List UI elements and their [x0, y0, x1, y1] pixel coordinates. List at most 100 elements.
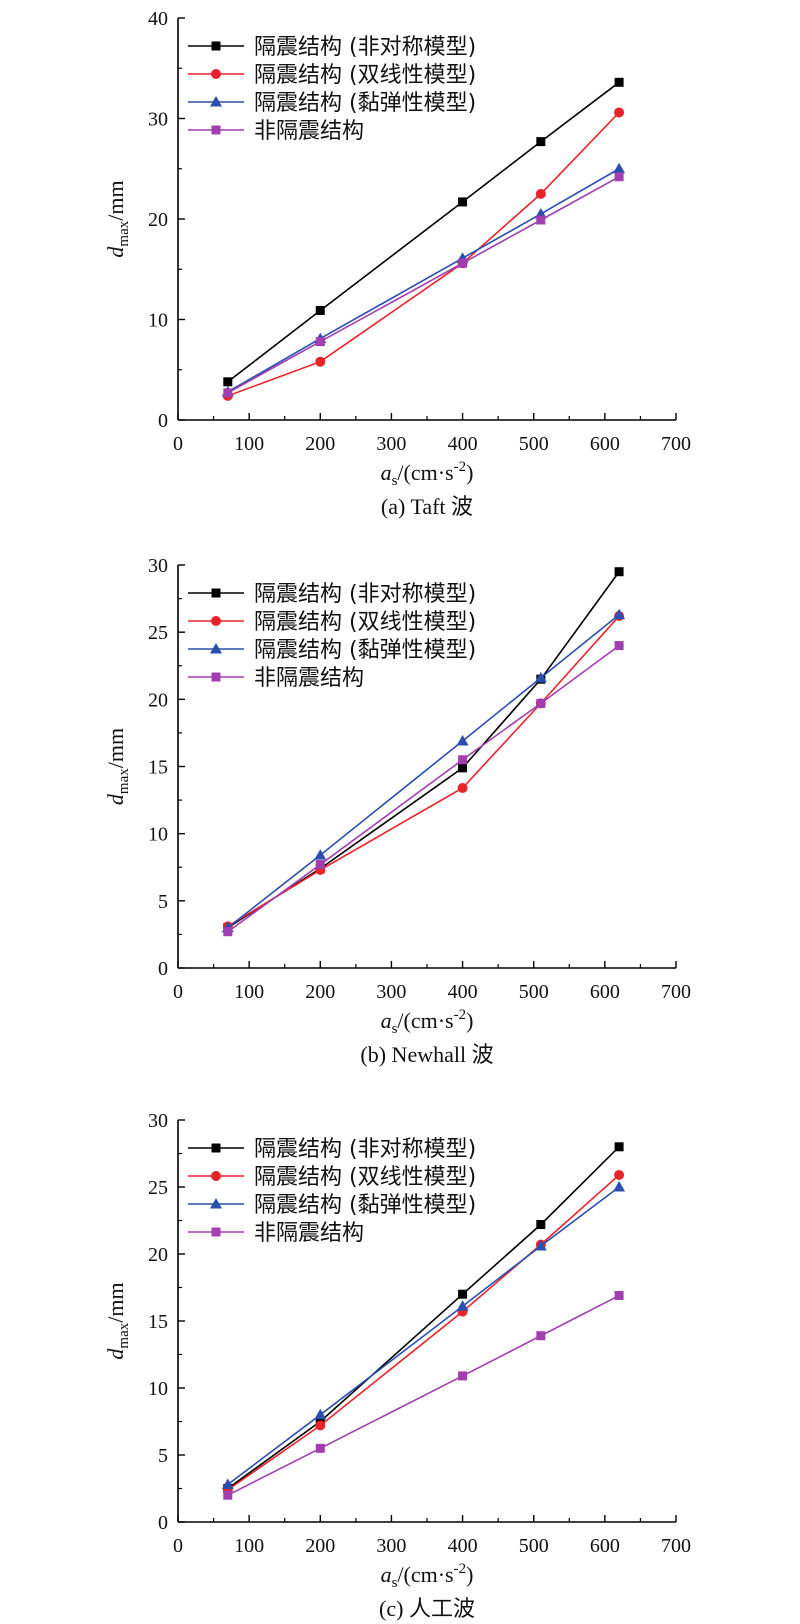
- x-tick-label: 0: [173, 433, 183, 455]
- data-point-series-2: [614, 107, 625, 118]
- legend-marker: [211, 672, 221, 682]
- data-point-series-2: [614, 1169, 625, 1180]
- x-tick-label: 500: [519, 981, 549, 1003]
- x-axis-label: as/(cm·s-2): [381, 459, 474, 489]
- legend-label: 隔震结构 (非对称模型): [254, 582, 476, 607]
- data-point-series-4: [458, 258, 468, 268]
- y-tick-label: 0: [158, 1512, 168, 1534]
- y-tick-label: 15: [148, 757, 168, 779]
- data-point-series-3: [456, 734, 469, 746]
- x-tick-label: 200: [305, 981, 335, 1003]
- legend-label: 隔震结构 (黏弹性模型): [254, 91, 476, 116]
- panel-caption: (a) Taft 波: [381, 494, 473, 519]
- data-point-series-1: [536, 137, 546, 147]
- legend-label: 隔震结构 (双线性模型): [254, 63, 476, 88]
- data-point-series-3: [314, 849, 327, 860]
- data-point-series-4: [614, 641, 624, 651]
- y-tick-label: 20: [148, 1244, 168, 1266]
- data-point-series-4: [458, 755, 468, 765]
- panel-caption: (b) Newhall 波: [360, 1042, 493, 1067]
- y-axis-label: dmax/mm: [103, 728, 132, 805]
- data-point-series-1: [536, 1220, 546, 1230]
- legend-marker: [211, 125, 221, 135]
- data-point-series-1: [458, 763, 468, 773]
- data-point-series-2: [315, 356, 326, 367]
- x-axis-label: as/(cm·s-2): [381, 1561, 474, 1591]
- data-point-series-3: [613, 608, 626, 620]
- legend-marker: [211, 1227, 221, 1237]
- y-tick-label: 10: [148, 1378, 168, 1400]
- x-tick-label: 700: [661, 1535, 691, 1557]
- data-point-series-4: [223, 927, 233, 937]
- panel-2: 0 100 200 300 400 500 600 700 0 5 10 15 20 25 30 as/(cm…: [103, 555, 691, 1067]
- legend-label: 非隔震结构: [254, 119, 364, 144]
- x-tick-label: 600: [590, 981, 620, 1003]
- x-tick-label: 400: [448, 433, 478, 455]
- y-tick-label: 20: [148, 689, 168, 711]
- data-point-series-3: [613, 162, 626, 174]
- data-point-series-4: [536, 698, 546, 708]
- x-tick-label: 500: [519, 433, 549, 455]
- data-point-series-4: [315, 860, 325, 870]
- legend-marker: [210, 1198, 222, 1209]
- y-tick-label: 20: [148, 209, 168, 231]
- data-point-series-1: [614, 1142, 624, 1152]
- x-tick-label: 500: [519, 1535, 549, 1557]
- y-tick-label: 5: [158, 1445, 168, 1467]
- y-tick-label: 30: [148, 1110, 168, 1132]
- data-point-series-4: [315, 337, 325, 347]
- series-line-4: [227, 1294, 620, 1496]
- legend-marker: [211, 588, 221, 598]
- x-tick-label: 0: [173, 1535, 183, 1557]
- data-point-series-2: [457, 782, 468, 793]
- y-tick-label: 30: [148, 555, 168, 577]
- x-tick-label: 300: [376, 433, 406, 455]
- legend-marker: [211, 69, 221, 79]
- legend-marker: [210, 96, 222, 107]
- data-point-series-4: [614, 172, 624, 182]
- legend-marker: [211, 41, 221, 51]
- x-tick-label: 100: [234, 1535, 264, 1557]
- x-tick-label: 700: [661, 981, 691, 1003]
- legend-marker: [211, 1143, 221, 1153]
- legend-label: 隔震结构 (双线性模型): [254, 1165, 476, 1190]
- x-tick-label: 300: [376, 981, 406, 1003]
- y-tick-label: 25: [148, 1177, 168, 1199]
- x-tick-label: 100: [234, 981, 264, 1003]
- data-point-series-1: [614, 77, 624, 87]
- legend-label: 隔震结构 (黏弹性模型): [254, 638, 476, 663]
- legend-label: 隔震结构 (非对称模型): [254, 1137, 476, 1162]
- y-tick-label: 40: [148, 8, 168, 30]
- data-point-series-3: [613, 1181, 626, 1192]
- data-point-series-3: [456, 1300, 469, 1311]
- x-tick-label: 0: [173, 981, 183, 1003]
- data-point-series-3: [534, 671, 547, 683]
- y-axis-label: dmax/mm: [103, 1282, 132, 1359]
- y-axis-label: dmax/mm: [103, 180, 132, 257]
- x-tick-label: 600: [590, 433, 620, 455]
- series-line-2: [227, 111, 620, 397]
- x-tick-label: 600: [590, 1535, 620, 1557]
- data-point-series-1: [458, 1289, 468, 1299]
- y-tick-label: 10: [148, 824, 168, 846]
- data-point-series-3: [534, 1239, 547, 1251]
- y-tick-label: 5: [158, 891, 168, 913]
- data-point-series-2: [315, 1420, 326, 1431]
- series-line-4: [227, 176, 620, 394]
- legend-marker: [210, 643, 222, 654]
- x-tick-label: 200: [305, 1535, 335, 1557]
- data-point-series-4: [536, 215, 546, 225]
- data-point-series-1: [614, 567, 624, 577]
- y-tick-label: 30: [148, 109, 168, 131]
- x-axis-label: as/(cm·s-2): [381, 1007, 474, 1037]
- data-point-series-4: [315, 1443, 325, 1453]
- data-point-series-3: [314, 1408, 327, 1420]
- panel-1: 0 100 200 300 400 500 600 700 0 10 20 30 40 as/(cm·s-…: [103, 8, 691, 519]
- y-tick-label: 25: [148, 622, 168, 644]
- legend-label: 隔震结构 (非对称模型): [254, 35, 476, 60]
- x-tick-label: 200: [305, 433, 335, 455]
- x-tick-label: 300: [376, 1535, 406, 1557]
- data-point-series-3: [221, 1478, 234, 1489]
